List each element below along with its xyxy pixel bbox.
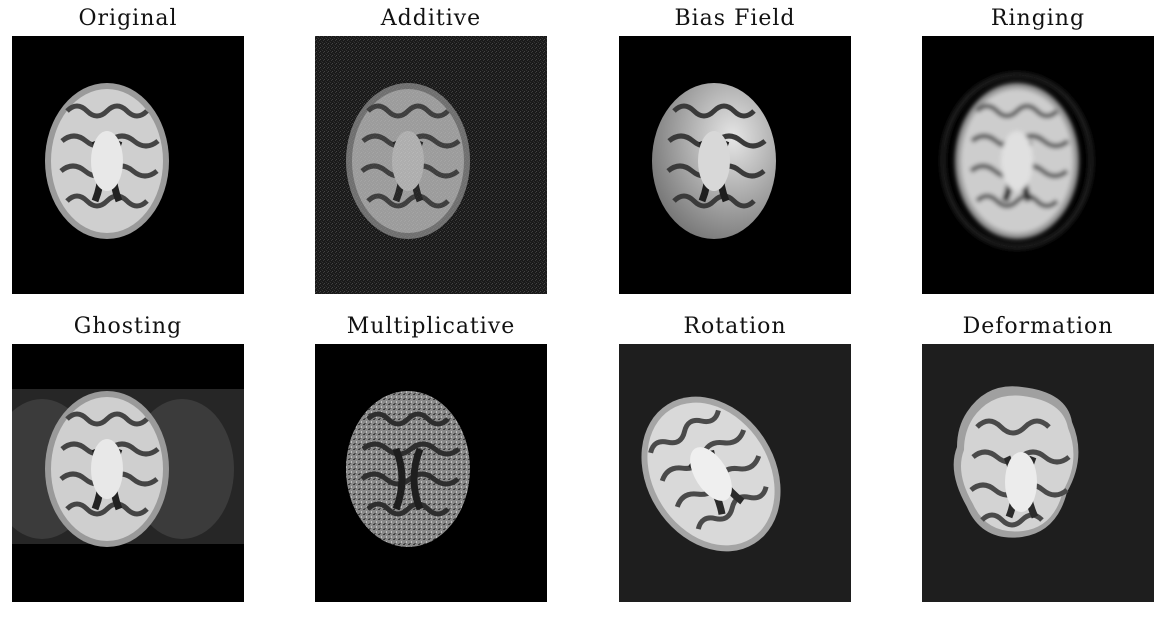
panel-title: Ringing (990, 6, 1086, 31)
panel-title: Multiplicative (346, 314, 516, 339)
mri-image-original (12, 36, 244, 294)
mri-image-rotation (619, 344, 851, 602)
panel-title: Additive (380, 6, 482, 31)
mri-image-deformation (922, 344, 1154, 602)
panel-multiplicative: Multiplicative (315, 310, 547, 602)
panel-title: Deformation (962, 314, 1114, 339)
panel-bias-field: Bias Field (619, 2, 851, 294)
mri-image-ghosting (12, 344, 244, 602)
panel-additive: Additive (315, 2, 547, 294)
panel-rotation: Rotation (619, 310, 851, 602)
brain-slice (45, 83, 169, 239)
panel-original: Original (12, 2, 244, 294)
mri-image-multiplicative (315, 344, 547, 602)
panel-ringing: Ringing (922, 2, 1154, 294)
panel-deformation: Deformation (922, 310, 1154, 602)
panel-ghosting: Ghosting (12, 310, 244, 602)
mri-image-additive (315, 36, 547, 294)
panel-title: Rotation (683, 314, 787, 339)
panel-title: Original (78, 6, 178, 31)
mri-image-ringing (922, 36, 1154, 294)
panel-title: Bias Field (674, 6, 796, 31)
panel-title: Ghosting (73, 314, 183, 339)
mri-image-bias-field (619, 36, 851, 294)
